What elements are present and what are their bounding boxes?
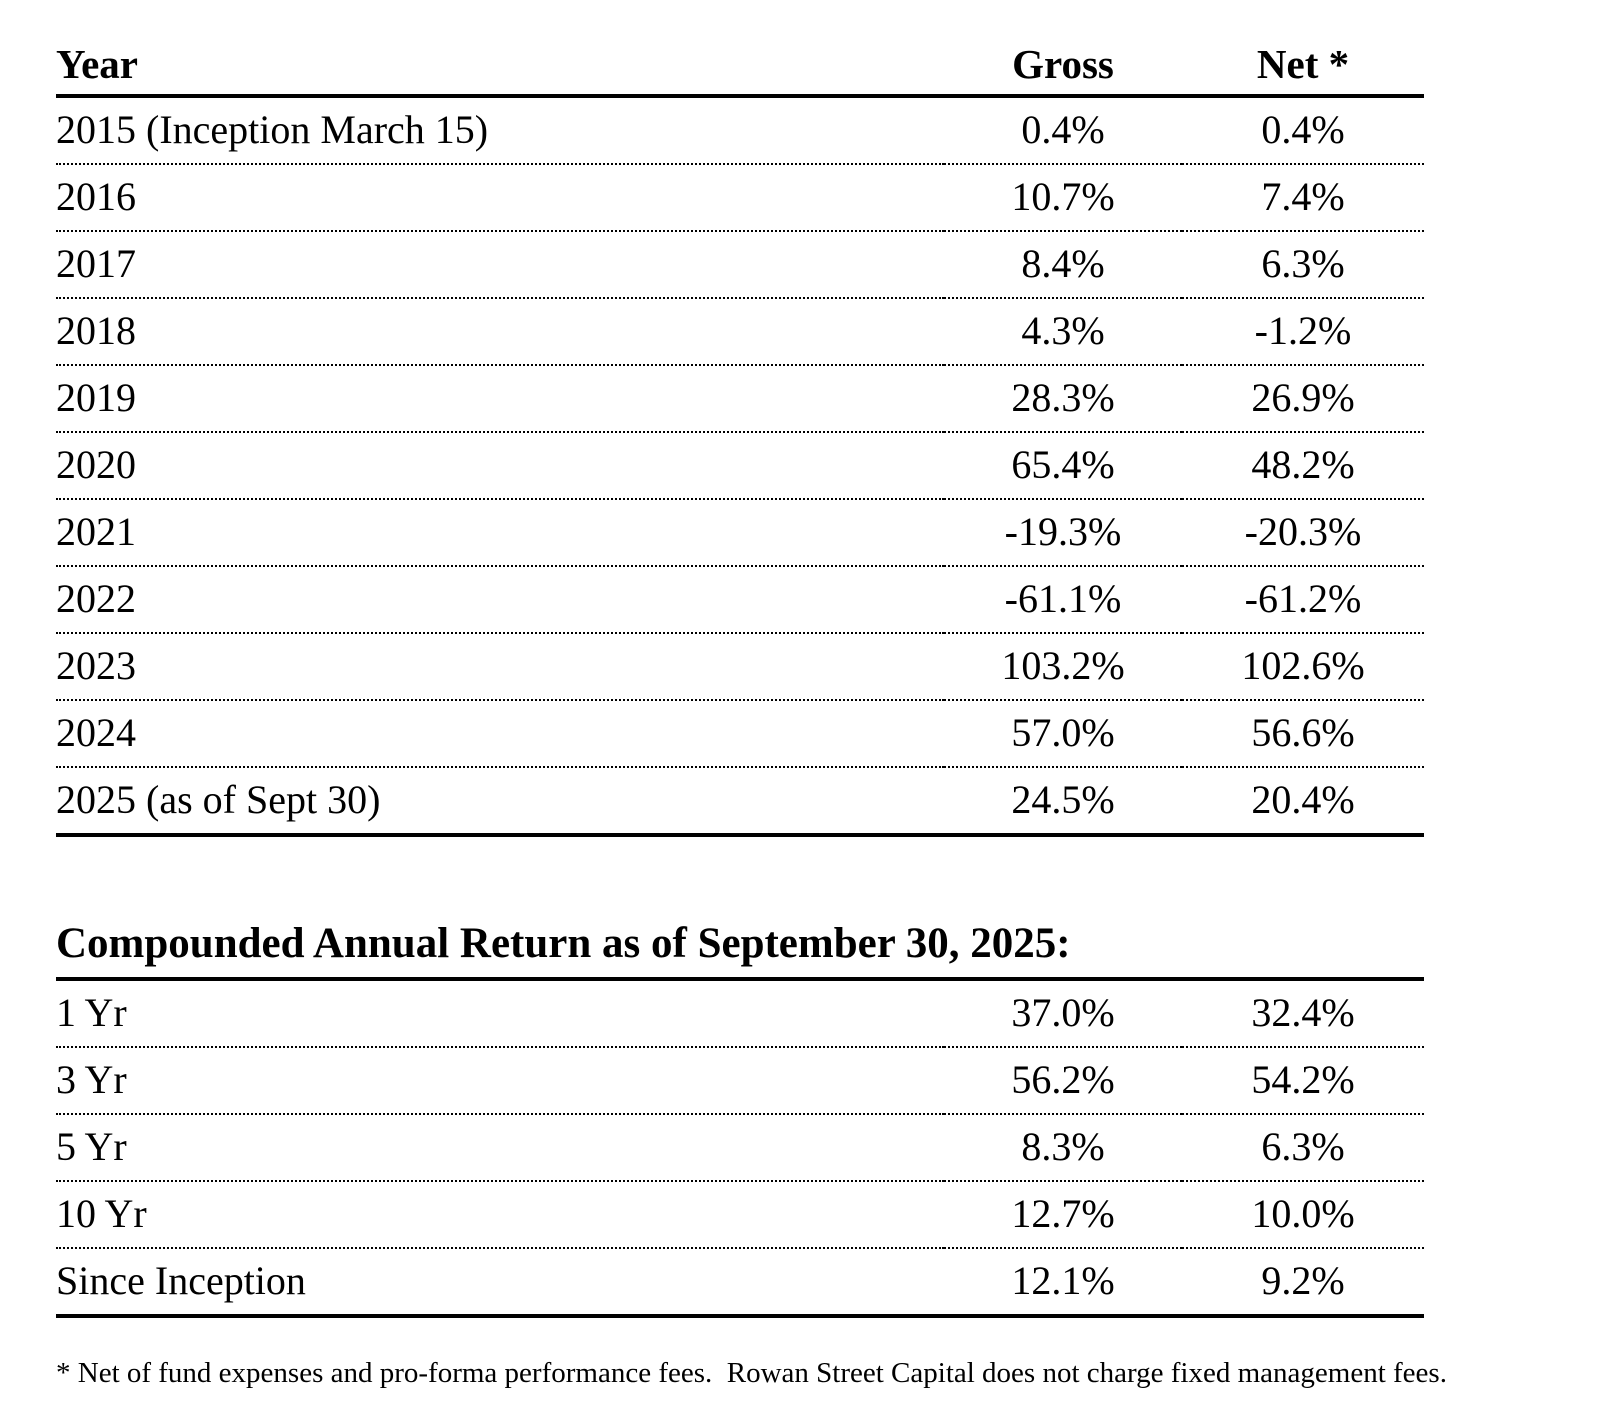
net-value: 6.3% <box>1182 231 1424 299</box>
table-row: Since Inception 12.1% 9.2% <box>56 1248 1424 1318</box>
gross-value: 4.3% <box>944 298 1182 366</box>
column-header-net: Net * <box>1182 42 1424 98</box>
net-value: 102.6% <box>1182 633 1424 701</box>
gross-value: 103.2% <box>944 633 1182 701</box>
gross-value: 56.2% <box>944 1047 1182 1115</box>
net-value: -61.2% <box>1182 566 1424 634</box>
net-value: 7.4% <box>1182 164 1424 232</box>
year-cell: 2019 <box>56 365 944 433</box>
net-value: 6.3% <box>1182 1114 1424 1182</box>
net-value: -1.2% <box>1182 298 1424 366</box>
annual-returns-table: Year Gross Net * 2015 (Inception March 1… <box>56 42 1424 837</box>
period-cell: 1 Yr <box>56 981 944 1048</box>
gross-value: 10.7% <box>944 164 1182 232</box>
net-value: 10.0% <box>1182 1181 1424 1249</box>
period-cell: 10 Yr <box>56 1181 944 1249</box>
year-cell: 2022 <box>56 566 944 634</box>
gross-value: 8.3% <box>944 1114 1182 1182</box>
gross-value: 24.5% <box>944 767 1182 837</box>
net-value: 56.6% <box>1182 700 1424 768</box>
table-row: 2020 65.4% 48.2% <box>56 432 1424 500</box>
net-value: 0.4% <box>1182 96 1424 165</box>
table-row: 2015 (Inception March 15) 0.4% 0.4% <box>56 96 1424 165</box>
net-value: 26.9% <box>1182 365 1424 433</box>
cagr-table: 1 Yr 37.0% 32.4% 3 Yr 56.2% 54.2% 5 Yr 8… <box>56 981 1424 1318</box>
net-value: 9.2% <box>1182 1248 1424 1318</box>
table-row: 2016 10.7% 7.4% <box>56 164 1424 232</box>
net-value: -20.3% <box>1182 499 1424 567</box>
gross-value: 12.1% <box>944 1248 1182 1318</box>
table-row: 3 Yr 56.2% 54.2% <box>56 1047 1424 1115</box>
table-row: 2017 8.4% 6.3% <box>56 231 1424 299</box>
period-cell: 3 Yr <box>56 1047 944 1115</box>
year-cell: 2023 <box>56 633 944 701</box>
table-row: 5 Yr 8.3% 6.3% <box>56 1114 1424 1182</box>
gross-value: -19.3% <box>944 499 1182 567</box>
year-cell: 2018 <box>56 298 944 366</box>
column-header-gross: Gross <box>944 42 1182 98</box>
year-cell: 2020 <box>56 432 944 500</box>
gross-value: 0.4% <box>944 96 1182 165</box>
net-value: 20.4% <box>1182 767 1424 837</box>
gross-value: 12.7% <box>944 1181 1182 1249</box>
year-cell: 2024 <box>56 700 944 768</box>
table-row: 2024 57.0% 56.6% <box>56 700 1424 768</box>
table-row: 10 Yr 12.7% 10.0% <box>56 1181 1424 1249</box>
gross-value: 57.0% <box>944 700 1182 768</box>
year-cell: 2021 <box>56 499 944 567</box>
table-row: 2025 (as of Sept 30) 24.5% 20.4% <box>56 767 1424 837</box>
year-cell: 2017 <box>56 231 944 299</box>
year-cell: 2025 (as of Sept 30) <box>56 767 944 837</box>
net-value: 48.2% <box>1182 432 1424 500</box>
table-row: 2022 -61.1% -61.2% <box>56 566 1424 634</box>
cagr-section-title: Compounded Annual Return as of September… <box>56 919 1424 981</box>
footnote: * Net of fund expenses and pro-forma per… <box>56 1357 1447 1389</box>
year-cell: 2016 <box>56 164 944 232</box>
table-header-row: Year Gross Net * <box>56 42 1424 98</box>
net-value: 32.4% <box>1182 981 1424 1048</box>
net-value: 54.2% <box>1182 1047 1424 1115</box>
year-cell: 2015 (Inception March 15) <box>56 96 944 165</box>
table-row: 2023 103.2% 102.6% <box>56 633 1424 701</box>
gross-value: 28.3% <box>944 365 1182 433</box>
gross-value: 8.4% <box>944 231 1182 299</box>
table-row: 2019 28.3% 26.9% <box>56 365 1424 433</box>
table-row: 2021 -19.3% -20.3% <box>56 499 1424 567</box>
period-cell: Since Inception <box>56 1248 944 1318</box>
gross-value: -61.1% <box>944 566 1182 634</box>
gross-value: 65.4% <box>944 432 1182 500</box>
gross-value: 37.0% <box>944 981 1182 1048</box>
table-row: 1 Yr 37.0% 32.4% <box>56 981 1424 1048</box>
column-header-year: Year <box>56 42 944 98</box>
period-cell: 5 Yr <box>56 1114 944 1182</box>
table-row: 2018 4.3% -1.2% <box>56 298 1424 366</box>
